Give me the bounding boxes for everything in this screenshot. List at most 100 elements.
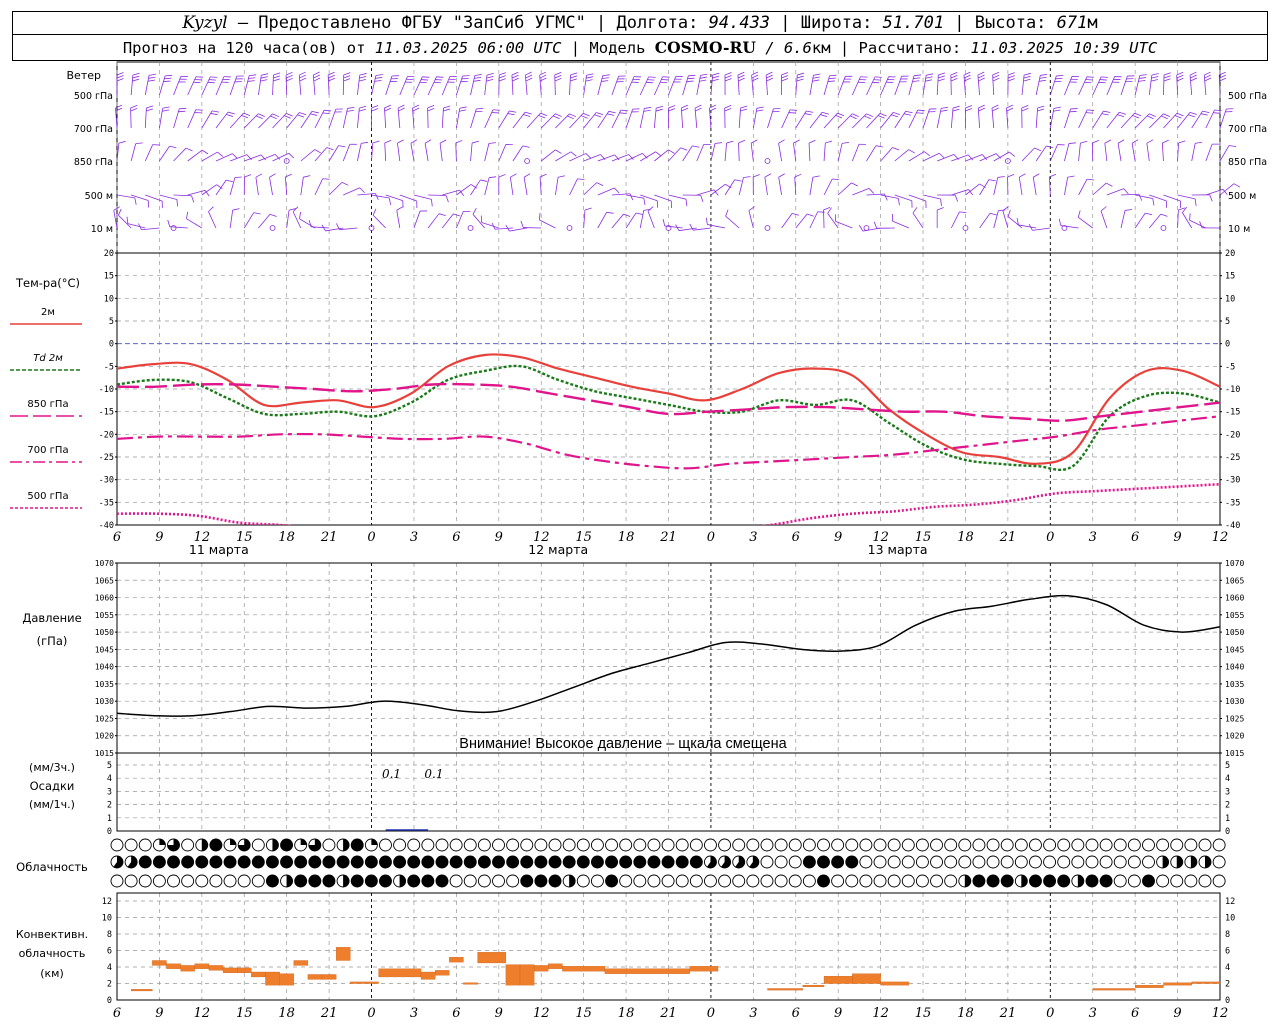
- wind-barb-feather: [310, 113, 318, 116]
- wind-barb-icon: [640, 194, 658, 202]
- wind-barb-feather: [384, 107, 392, 112]
- wind-barb-icon: [809, 111, 823, 129]
- temp-axis-hour-label: 18: [278, 530, 295, 545]
- wind-barb-icon: [1189, 75, 1193, 96]
- wind-barb-feather: [977, 74, 985, 79]
- wind-barb-feather: [555, 113, 562, 117]
- wind-barb-feather: [322, 178, 330, 180]
- cloud-cover-icon: [887, 874, 901, 888]
- cloud-cover-icon: [110, 874, 124, 888]
- wind-barb-icon: [1035, 145, 1047, 162]
- cloud-cover-fill: [201, 839, 208, 851]
- wind-barb-feather: [1209, 194, 1213, 202]
- wind-barb-feather: [602, 74, 610, 77]
- cloud-cover-icon: [1113, 874, 1127, 888]
- wind-barb-feather: [968, 189, 974, 196]
- cloud-cover-icon: [322, 855, 336, 869]
- wind-barb-icon: [413, 76, 423, 96]
- wind-barb-icon: [894, 76, 902, 96]
- wind-barb-feather: [288, 152, 295, 159]
- wind-barb-feather: [314, 149, 321, 154]
- wind-calm-icon: [566, 225, 573, 231]
- cloud-cover-icon: [802, 874, 816, 888]
- wind-barb-feather: [681, 104, 688, 109]
- wind-barb-feather: [569, 113, 577, 118]
- wind-barb-icon: [523, 177, 528, 196]
- conv-axis-hour-label: 12: [1212, 1006, 1229, 1021]
- cloud-cover-icon: [760, 855, 774, 869]
- wind-barb-icon: [837, 182, 852, 196]
- temp-legend-label: 850 гПа: [27, 399, 68, 410]
- wind-barb-feather: [1006, 104, 1014, 109]
- wind-barb-feather: [1134, 112, 1142, 117]
- wind-barb-feather: [680, 147, 688, 151]
- precip-ytick-right: 4: [1225, 774, 1230, 784]
- wind-barb-feather: [686, 80, 694, 82]
- wind-barb-icon: [144, 108, 147, 129]
- wind-calm-icon: [467, 225, 474, 231]
- cloud-cover-icon: [393, 838, 407, 852]
- wind-barb-feather: [343, 78, 351, 82]
- wind-barb-feather: [443, 108, 451, 112]
- wind-barb-icon: [371, 75, 377, 96]
- cloud-cover-icon: [463, 874, 477, 888]
- temp-panel-ytick-left: 5: [109, 317, 114, 327]
- cloud-cover-icon: [873, 838, 887, 852]
- wind-barb-icon: [725, 215, 740, 229]
- wind-barb-icon: [229, 154, 248, 162]
- cloud-cover-icon: [915, 855, 929, 869]
- pressure-panel-ytick-right: 1065: [1225, 576, 1244, 585]
- cloud-cover-icon: [435, 874, 449, 888]
- wind-barb-icon: [1177, 112, 1191, 129]
- wind-barb-icon: [837, 113, 853, 129]
- wind-barb-feather: [981, 154, 988, 161]
- wind-barb-icon: [325, 227, 344, 232]
- cloud-cover-icon: [167, 874, 180, 888]
- wind-barb-icon: [653, 76, 663, 96]
- wind-barb-feather: [681, 107, 689, 112]
- cloud-cover-icon: [520, 855, 534, 869]
- wind-barb-icon: [852, 187, 870, 196]
- wind-calm-icon: [524, 158, 530, 164]
- temp-axis-hour-label: 18: [957, 530, 974, 545]
- wind-barb-feather: [210, 76, 218, 78]
- wind-barb-feather: [486, 73, 494, 76]
- wind-barb-icon: [127, 223, 146, 229]
- temp-series-4: [117, 415, 1220, 470]
- wind-barb-icon: [880, 112, 894, 129]
- cloud-cover-icon: [1156, 874, 1170, 888]
- cloud-cover-icon: [732, 838, 746, 852]
- cloud-cover-icon: [675, 874, 689, 888]
- cloud-cover-icon: [675, 838, 689, 852]
- wind-barb-icon: [707, 224, 726, 229]
- temp-axis-hour-label: 18: [618, 530, 635, 545]
- wind-barb-feather: [908, 149, 915, 154]
- wind-barb-feather: [1176, 71, 1184, 76]
- wind-barb-feather: [396, 206, 403, 211]
- wind-barb-icon: [342, 108, 348, 129]
- cloud-cover-fill: [1205, 856, 1212, 868]
- wind-barb-feather: [1190, 77, 1198, 82]
- wind-barb-feather: [685, 199, 688, 207]
- wind-barb-feather: [978, 107, 986, 112]
- wind-barb-icon: [258, 113, 273, 129]
- wind-barb-feather: [328, 77, 336, 82]
- wind-barb-feather: [662, 219, 666, 227]
- wind-barb-icon: [512, 111, 526, 129]
- wind-barb-feather: [1182, 206, 1188, 213]
- wind-barb-icon: [524, 75, 528, 96]
- temp-panel-ytick-right: 15: [1225, 272, 1235, 282]
- wind-barb-feather: [711, 78, 719, 82]
- wind-barb-icon: [131, 194, 149, 201]
- wind-barb-feather: [940, 198, 942, 207]
- wind-barb-feather: [212, 110, 220, 113]
- wind-barb-feather: [480, 179, 488, 182]
- conv-bar: [802, 985, 825, 987]
- wind-barb-feather: [1124, 209, 1133, 211]
- wind-barb-icon: [215, 111, 229, 129]
- wind-barb-feather: [247, 80, 255, 82]
- wind-barb-feather: [261, 73, 269, 76]
- latitude-value: 51.701: [882, 13, 945, 33]
- wind-barb-icon: [456, 211, 464, 229]
- wind-level-label-right: 850 гПа: [1228, 157, 1267, 168]
